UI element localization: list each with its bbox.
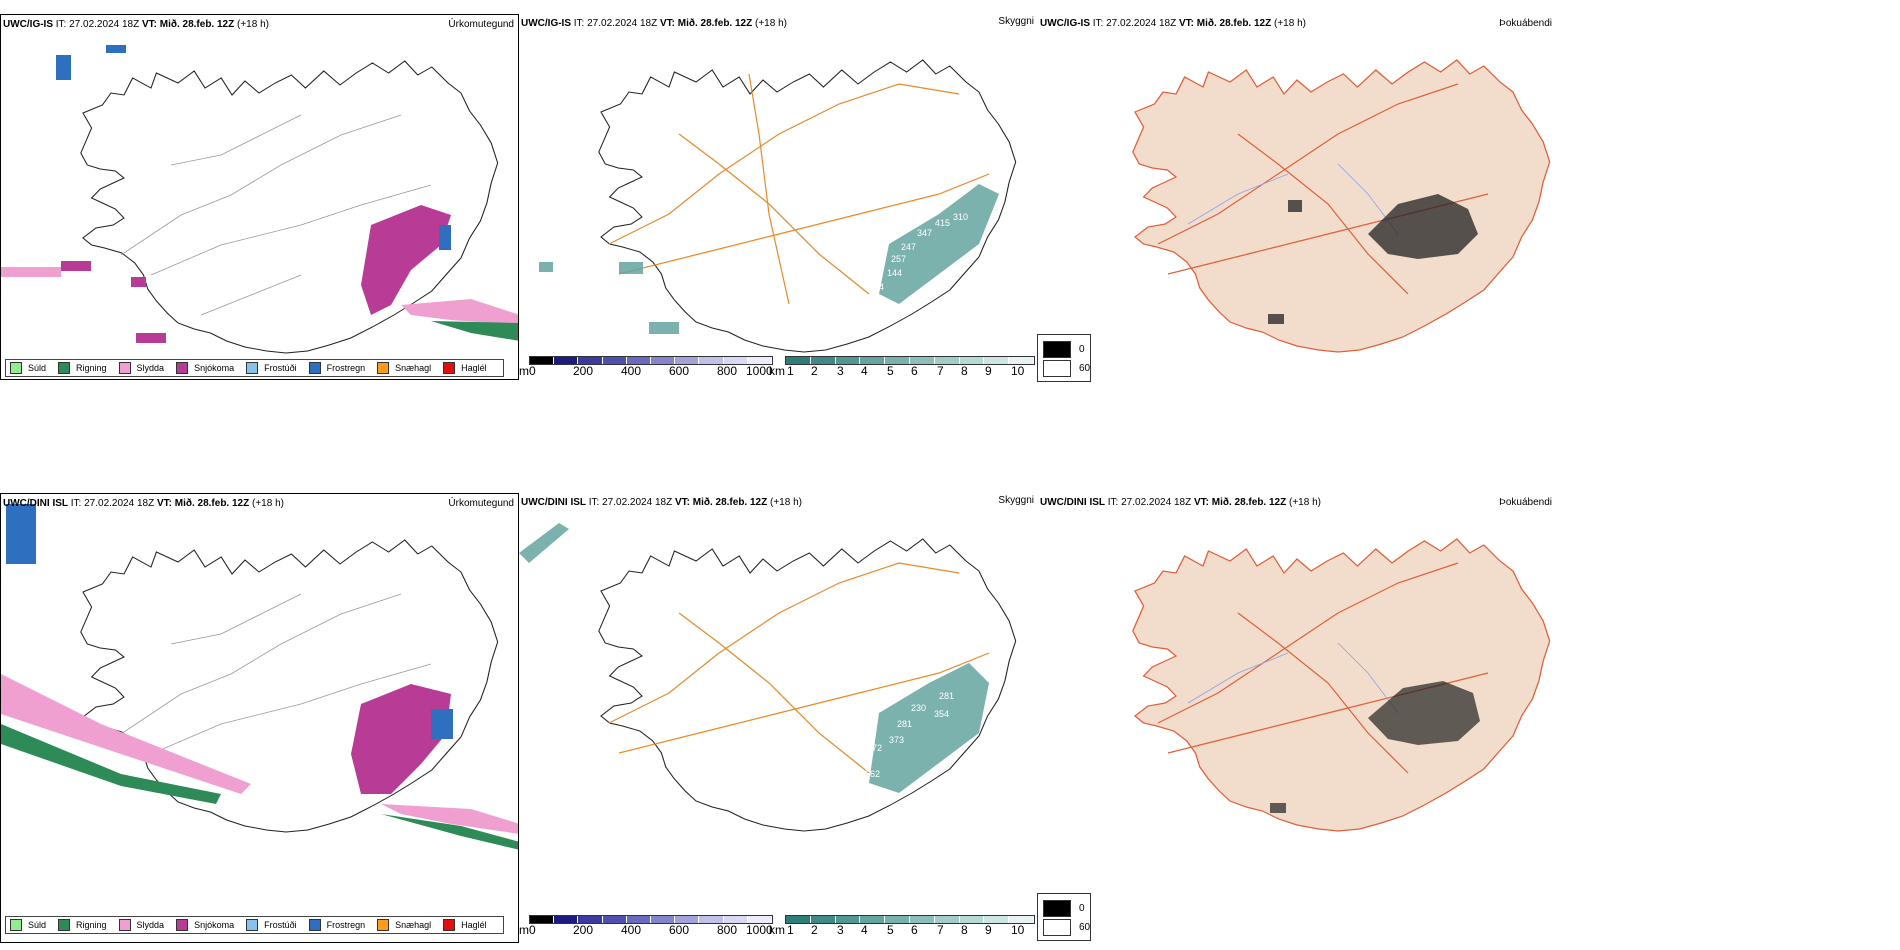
visibility-map-row1: 415 310 347 247 257 283 144 294 UWC/IG-I… [519, 14, 1038, 380]
legend-item: Frostúði [246, 362, 297, 374]
visibility-scale: m 0 200 400 600 800 1000 km 1 2 3 4 5 6 … [519, 915, 1038, 939]
visibility-map-canvas: 415 310 347 247 257 283 144 294 [539, 59, 1017, 353]
vis-label: 310 [953, 212, 968, 222]
scale-km-unit: km [769, 923, 785, 937]
legend-item: Snjókoma [176, 919, 234, 931]
vis-label: 170 [741, 807, 756, 817]
vis-label: 272 [867, 743, 882, 753]
vis-label: 283 [869, 264, 884, 274]
legend-item: Frostúði [246, 919, 297, 931]
panel-title-fog: Þokuábendi [1499, 497, 1552, 508]
scale-km-bar [785, 915, 1035, 924]
scale-m-bar [529, 356, 773, 365]
legend-item: Slydda [118, 919, 164, 931]
precip-type-map-row1: UWC/IG-IS IT: 27.02.2024 18Z VT: Mið. 28… [0, 14, 519, 380]
vis-label: 562 [865, 769, 880, 779]
legend-item: Snæhagl [377, 362, 431, 374]
fog-index-map-canvas [1132, 538, 1551, 832]
forecast-header: UWC/DINI ISL IT: 27.02.2024 18Z VT: Mið.… [3, 498, 284, 509]
panel-title-visibility: Skyggni [998, 495, 1034, 506]
panel-title-precip: Úrkomutegund [448, 19, 514, 30]
fog-index-map-row2: UWC/DINI ISL IT: 27.02.2024 18Z VT: Mið.… [1038, 493, 1558, 893]
vis-label: 281 [897, 719, 912, 729]
panel-title-fog: Þokuábendi [1499, 18, 1552, 29]
precip-type-map-canvas [1, 45, 518, 354]
visibility-scale: m 0 200 400 600 800 1000 km 1 2 3 4 5 6 … [519, 356, 1038, 380]
precip-type-map-canvas [1, 504, 518, 850]
scale-km-unit: km [769, 364, 785, 378]
forecast-header: UWC/IG-IS IT: 27.02.2024 18Z VT: Mið. 28… [1040, 18, 1306, 29]
panel-title-precip: Úrkomutegund [448, 498, 514, 509]
vis-label: 281 [939, 691, 954, 701]
legend-item: Snjókoma [176, 362, 234, 374]
fog-legend-row1: 0 60 [1037, 334, 1091, 382]
vis-label: 144 [887, 268, 902, 278]
precip-legend: Súld Rigning Slydda Snjókoma Frostúði Fr… [5, 359, 504, 377]
visibility-map-canvas: 281 230 354 281 373 272 562 170 [519, 523, 1017, 832]
forecast-header: UWC/DINI ISL IT: 27.02.2024 18Z VT: Mið.… [1040, 497, 1321, 508]
legend-item: Rigning [58, 362, 107, 374]
fog-legend-row2: 0 60 [1037, 893, 1091, 941]
legend-item: Haglél [443, 362, 487, 374]
legend-item: Frostregn [308, 919, 365, 931]
legend-item: Súld [10, 362, 46, 374]
vis-label: 347 [917, 228, 932, 238]
vis-label: 415 [935, 218, 950, 228]
panel-title-visibility: Skyggni [998, 16, 1034, 27]
forecast-header: UWC/DINI ISL IT: 27.02.2024 18Z VT: Mið.… [521, 497, 802, 508]
visibility-map-row2: 281 230 354 281 373 272 562 170 UWC/DINI… [519, 493, 1038, 943]
precip-type-map-row2: UWC/DINI ISL IT: 27.02.2024 18Z VT: Mið.… [0, 493, 519, 943]
legend-item: Rigning [58, 919, 107, 931]
legend-item: Haglél [443, 919, 487, 931]
forecast-header: UWC/IG-IS IT: 27.02.2024 18Z VT: Mið. 28… [521, 18, 787, 29]
scale-km-bar [785, 356, 1035, 365]
scale-m-unit: m [519, 364, 529, 378]
vis-label: 230 [911, 703, 926, 713]
forecast-header: UWC/IG-IS IT: 27.02.2024 18Z VT: Mið. 28… [3, 19, 269, 30]
legend-item: Slydda [118, 362, 164, 374]
vis-label: 354 [934, 709, 949, 719]
vis-label: 257 [891, 254, 906, 264]
vis-label: 373 [889, 735, 904, 745]
vis-label: 247 [901, 242, 916, 252]
scale-m-unit: m [519, 923, 529, 937]
scale-m-bar [529, 915, 773, 924]
legend-item: Súld [10, 919, 46, 931]
fog-index-map-canvas [1132, 59, 1551, 353]
legend-item: Snæhagl [377, 919, 431, 931]
vis-label: 294 [869, 282, 884, 292]
precip-legend: Súld Rigning Slydda Snjókoma Frostúði Fr… [5, 916, 504, 934]
legend-item: Frostregn [308, 362, 365, 374]
fog-index-map-row1: UWC/IG-IS IT: 27.02.2024 18Z VT: Mið. 28… [1038, 14, 1558, 380]
